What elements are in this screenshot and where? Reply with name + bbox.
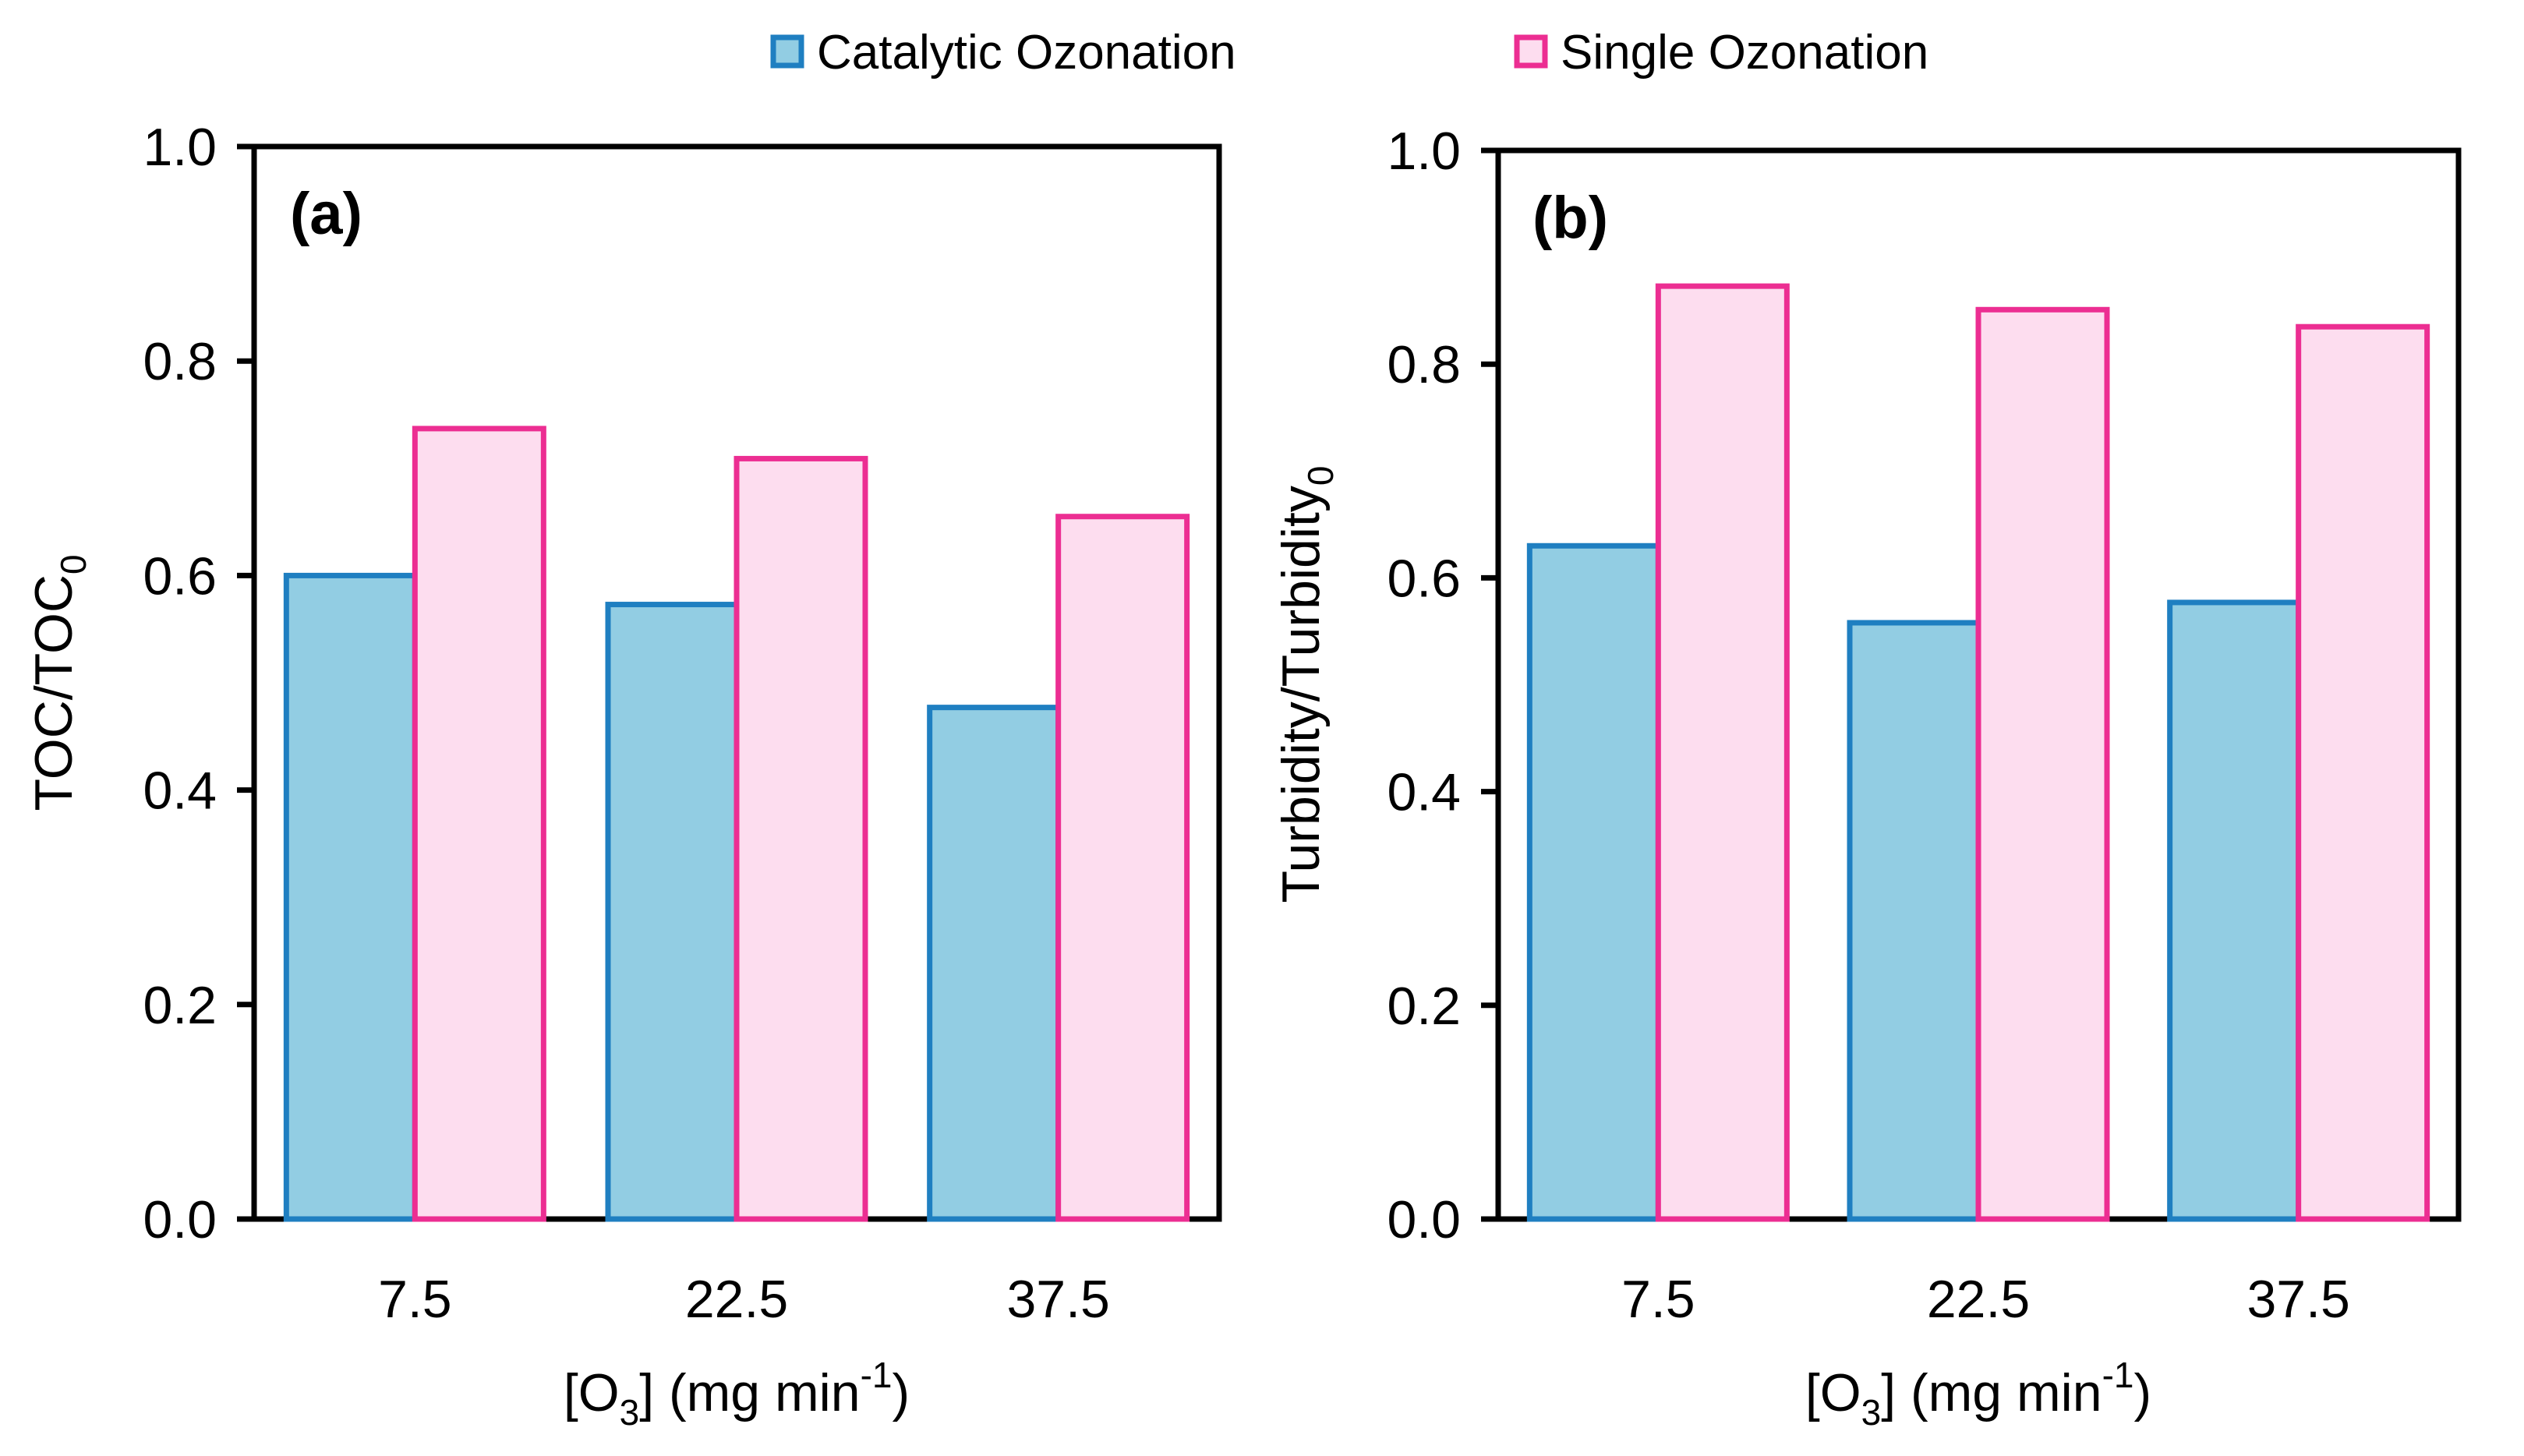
chart-panel-b: 0.0 0.2 0.4 0.6 0.8 1.0 7.5 22.5 37.5 (b) Turbi… (1271, 122, 2462, 1433)
x-tick-label: 7.5 (1621, 1270, 1695, 1329)
y-tick-label: 0.4 (1387, 763, 1461, 822)
legend-swatch-single (1514, 34, 1548, 69)
y-tick-label: 0.6 (143, 546, 217, 606)
y-tick-label: 0.8 (143, 332, 217, 391)
legend-swatch-catalytic (770, 34, 804, 69)
y-tick-label: 1.0 (1387, 122, 1461, 181)
y-tick-label: 0.0 (143, 1190, 217, 1249)
legend-label-single: Single Ozonation (1561, 26, 1928, 80)
x-ticks: 7.5 22.5 37.5 (1621, 1270, 2350, 1329)
y-tick-label: 0.2 (143, 976, 217, 1035)
bar-single-7-5 (412, 426, 546, 1222)
x-axis-title: [O3] (mg min-1) (1805, 1355, 2151, 1433)
y-tick-label: 1.0 (143, 118, 217, 177)
bar-single-37-5 (1055, 514, 1190, 1222)
y-tick-label: 0.0 (1387, 1190, 1461, 1249)
bar-group (283, 426, 1190, 1222)
bar-group (1526, 283, 2430, 1222)
x-tick-label: 22.5 (685, 1270, 788, 1329)
bar-single-22-5 (1975, 306, 2110, 1222)
bar-catalytic-22-5 (605, 602, 740, 1222)
x-tick-label: 22.5 (1927, 1270, 2030, 1329)
x-axis-title: [O3] (mg min-1) (564, 1355, 910, 1433)
x-ticks: 7.5 22.5 37.5 (378, 1270, 1110, 1329)
y-tick-label: 0.8 (1387, 335, 1461, 394)
y-axis-title: TOC/TOC0 (24, 554, 94, 811)
bar-catalytic-7-5 (1526, 542, 1661, 1222)
y-tick-label: 0.6 (1387, 549, 1461, 608)
y-ticks: 0.0 0.2 0.4 0.6 0.8 1.0 (1387, 122, 1498, 1249)
y-ticks: 0.0 0.2 0.4 0.6 0.8 1.0 (143, 118, 254, 1249)
panel-label: (b) (1532, 185, 1608, 251)
legend-label-catalytic: Catalytic Ozonation (817, 26, 1236, 80)
legend: Catalytic Ozonation Single Ozonation (770, 26, 1928, 80)
y-axis-title: Turbidity/Turbidity0 (1271, 466, 1341, 903)
bar-catalytic-22-5 (1847, 620, 1981, 1222)
x-tick-label: 37.5 (1006, 1270, 1109, 1329)
bar-catalytic-37-5 (927, 705, 1062, 1222)
chart-panel-a: 0.0 0.2 0.4 0.6 0.8 1.0 7.5 22.5 37.5 (a) TOC/T… (24, 118, 1222, 1433)
bar-catalytic-37-5 (2167, 599, 2302, 1222)
y-tick-label: 0.4 (143, 762, 217, 821)
bar-single-22-5 (734, 455, 868, 1222)
bar-single-37-5 (2296, 323, 2430, 1222)
bar-catalytic-7-5 (283, 572, 418, 1222)
x-tick-label: 7.5 (378, 1270, 452, 1329)
bar-single-7-5 (1655, 283, 1790, 1222)
x-tick-label: 37.5 (2247, 1270, 2349, 1329)
panel-label: (a) (290, 181, 362, 247)
y-tick-label: 0.2 (1387, 977, 1461, 1036)
